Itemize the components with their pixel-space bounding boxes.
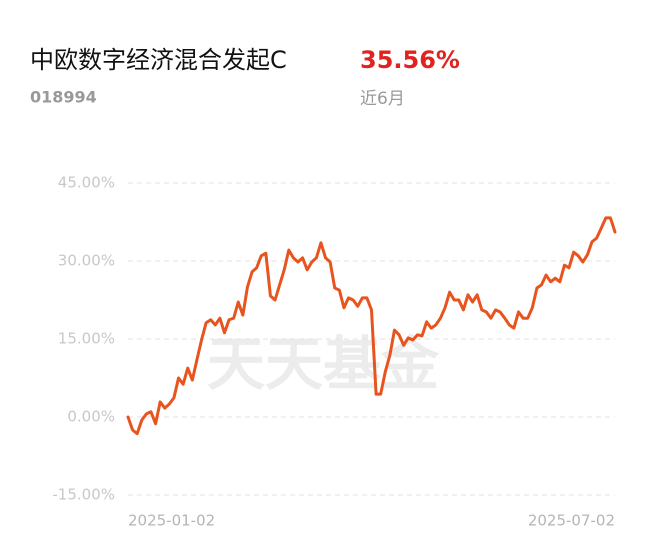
- x-tick-label: 2025-01-02: [128, 512, 215, 530]
- fund-return: 35.56%: [360, 46, 460, 74]
- y-tick-label: 45.00%: [58, 174, 115, 192]
- fund-title: 中欧数字经济混合发起C: [30, 46, 287, 74]
- period-label: 近6月: [360, 89, 405, 109]
- y-tick-label: -15.00%: [52, 486, 115, 504]
- y-tick-label: 0.00%: [67, 408, 115, 426]
- y-tick-label: 30.00%: [58, 252, 115, 270]
- x-tick-label: 2025-07-02: [528, 512, 615, 530]
- fund-code: 018994: [30, 88, 97, 107]
- data-line: [126, 216, 617, 436]
- y-tick-label: 15.00%: [58, 330, 115, 348]
